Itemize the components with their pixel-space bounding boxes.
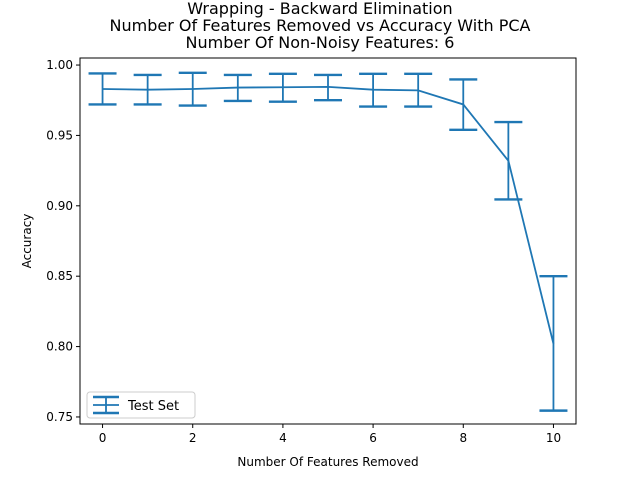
y-tick-label: 0.75 bbox=[46, 410, 73, 424]
error-bar bbox=[494, 120, 523, 201]
y-tick-label: 0.85 bbox=[46, 269, 73, 283]
x-tick-label: 8 bbox=[459, 431, 467, 445]
error-bar bbox=[178, 71, 207, 107]
error-bar bbox=[268, 72, 297, 103]
x-tick-label: 10 bbox=[546, 431, 561, 445]
error-bar bbox=[404, 72, 433, 108]
x-tick-label: 4 bbox=[279, 431, 287, 445]
legend: Test Set bbox=[86, 391, 196, 419]
x-tick-label: 2 bbox=[189, 431, 197, 445]
title-line-2: Number Of Features Removed vs Accuracy W… bbox=[110, 16, 531, 35]
plot-marks bbox=[88, 71, 568, 412]
title-line-1: Wrapping - Backward Elimination bbox=[187, 0, 452, 18]
x-tick-label: 0 bbox=[99, 431, 107, 445]
plot-frame bbox=[79, 57, 577, 425]
x-axis: 0 2 4 6 8 10 bbox=[99, 424, 561, 445]
legend-box bbox=[86, 391, 196, 419]
error-bar bbox=[449, 78, 478, 131]
error-bar bbox=[314, 73, 342, 102]
error-bar bbox=[539, 274, 568, 412]
legend-label: Test Set bbox=[127, 399, 179, 414]
y-axis: 0.75 0.80 0.85 0.90 0.95 1.00 bbox=[46, 58, 80, 424]
x-axis-label: Number Of Features Removed bbox=[237, 455, 418, 469]
title-line-3: Number Of Non-Noisy Features: 6 bbox=[186, 33, 455, 52]
x-tick-label: 6 bbox=[369, 431, 377, 445]
y-tick-label: 0.90 bbox=[46, 199, 73, 213]
error-bar bbox=[133, 73, 162, 106]
y-axis-label: Accuracy bbox=[20, 214, 34, 269]
error-bar bbox=[359, 72, 388, 108]
error-bar bbox=[223, 73, 252, 103]
y-tick-label: 1.00 bbox=[46, 58, 73, 72]
y-tick-label: 0.95 bbox=[46, 128, 73, 142]
y-tick-label: 0.80 bbox=[46, 340, 73, 354]
error-bar bbox=[88, 72, 117, 106]
